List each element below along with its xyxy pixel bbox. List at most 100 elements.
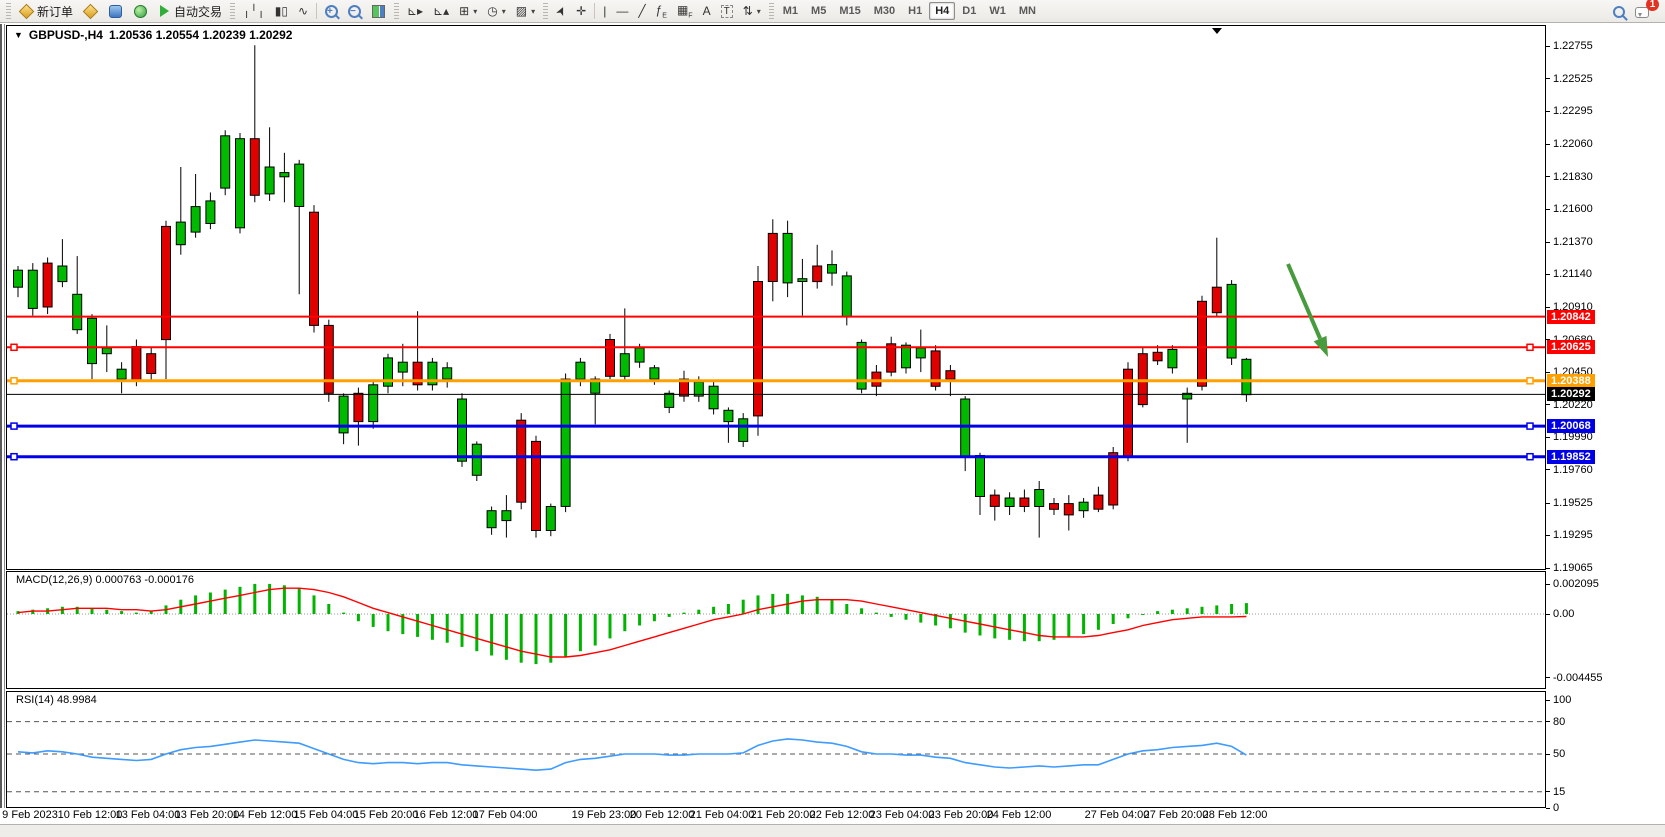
macd-signal-line [17,587,1247,658]
date-tick-label: 10 Feb 12:00 [57,809,123,821]
axis-tick-label: 80 [1546,715,1565,729]
zoom-in-icon: + [325,4,338,18]
arrows-icon: ⇅ [742,4,753,18]
horizontal-levels-layer[interactable] [7,315,1545,461]
main-price-pane[interactable] [6,25,1546,570]
timeframe-button-m30[interactable]: M30 [873,5,896,17]
notifications-button[interactable]: 1 [1630,0,1659,21]
timeframe-group: M1 M5 M15 M30 H1 H4 D1 W1 MN [777,2,1042,20]
toolbar-grip[interactable] [6,3,11,19]
timeframe-button-h1[interactable]: H1 [908,5,923,17]
axis-tick-label: 15 [1546,785,1565,799]
crosshair-icon: ✛ [576,4,587,18]
date-tick-label: 15 Feb 04:00 [293,809,359,821]
date-tick-label: 23 Feb 20:00 [928,809,994,821]
chart-shift-marker[interactable] [1212,28,1222,34]
toolbar-separator [594,3,596,19]
trend-arrow-annotation[interactable] [1286,263,1328,357]
timeframe-button-d1[interactable]: D1 [962,5,977,17]
timeframe-button-w1[interactable]: W1 [989,5,1006,17]
axis-tick-label: 1.19760 [1546,463,1593,477]
axis-tick-label: -0.004455 [1546,671,1603,685]
notification-badge: 1 [1646,0,1659,11]
chart-ohlc-values: 1.20536 1.20554 1.20239 1.20292 [108,28,293,42]
text-icon: A [702,4,711,18]
auto-scroll-button[interactable]: ⊾▸ [402,1,428,21]
text-label-button[interactable]: T [716,1,738,21]
crosshair-button[interactable]: ✛ [571,1,591,21]
timeframe-button-m15[interactable]: M15 [839,5,861,17]
axis-tick-label: 1.21600 [1546,202,1593,216]
toolbar-grip[interactable] [543,3,549,19]
autotrading-label: 自动交易 [174,4,223,19]
chart-shift-icon: ⊾▴ [433,4,450,18]
signals-icon [134,4,148,18]
time-axis[interactable]: 9 Feb 2023 10 Feb 12:00 13 Feb 04:00 13 Feb… [0,808,1546,824]
axis-tick-label: 100 [1546,693,1571,707]
channel-icon: ▦F [676,2,693,20]
chart-title: ▼ GBPUSD-,H4 1.20536 1.20554 1.20239 1.2… [14,28,292,42]
candlestick-chart-button[interactable]: ▮▯ [270,1,293,21]
dropdown-arrow-icon: ▾ [473,6,478,16]
templates-button[interactable]: ▨ ▾ [511,1,540,21]
date-tick-label: 16 Feb 12:00 [413,809,479,821]
text-button[interactable]: A [698,1,716,21]
timeframe-button-h4[interactable]: H4 [929,2,956,20]
window-left-edge [0,24,5,814]
zoom-out-button[interactable]: − [343,1,366,21]
cursor-icon: ➤ [552,3,570,19]
macd-pane[interactable] [6,571,1546,689]
timeframe-button-m1[interactable]: M1 [782,5,799,17]
toolbar-grip[interactable] [230,3,236,19]
window-bottom-strip [0,824,1665,837]
line-chart-button[interactable]: ∿ [293,1,313,21]
vertical-line-button[interactable]: | [598,1,611,21]
timeframe-button-m5[interactable]: M5 [811,5,827,17]
market-button[interactable] [78,1,103,21]
axis-tick-label: 0 [1546,801,1559,815]
fibonacci-button[interactable]: ƒE [651,1,672,21]
price-axis[interactable]: 1.22755 1.22525 1.22295 1.22060 1.21830 1.216… [1546,24,1665,824]
channel-button[interactable]: ▦F [672,1,698,21]
axis-tick-label: 0.00 [1546,607,1574,621]
horizontal-line-button[interactable]: — [611,1,633,21]
arrows-button[interactable]: ⇅ ▾ [738,1,766,21]
rsi-line [17,738,1247,772]
toolbar-grip[interactable] [394,3,399,19]
toolbar-grip[interactable] [768,3,774,19]
toolbar: 新订单 自动交易 ╷╵╷ ▮▯ ∿ + − ⊾▸ ⊾▴ ⊞ ▾ ◷ ▾ ▨ ▾ ➤ ✛… [0,0,1665,23]
trendline-button[interactable]: ╱ [633,1,650,21]
zoom-in-button[interactable]: + [320,1,343,21]
date-tick-label: 21 Feb 20:00 [750,809,816,821]
macd-histogram [16,583,1248,665]
new-order-label: 新订单 [37,4,74,19]
search-button[interactable] [1608,1,1630,21]
periods-button[interactable]: ◷ ▾ [482,1,511,21]
metaeditor-button[interactable] [103,1,128,21]
metaeditor-icon [109,4,123,18]
signals-button[interactable] [128,1,153,21]
toolbar-separator [316,3,317,19]
new-order-icon [18,3,35,19]
date-tick-label: 27 Feb 04:00 [1084,809,1150,821]
clock-icon: ◷ [487,4,498,18]
autotrading-button[interactable]: 自动交易 [153,1,227,21]
price-level-badge: 1.19852 [1547,449,1595,464]
bar-chart-button[interactable]: ╷╵╷ [238,1,270,21]
cursor-button[interactable]: ➤ [551,1,571,21]
new-order-button[interactable]: 新订单 [14,1,78,21]
date-tick-label: 15 Feb 20:00 [353,809,419,821]
indicators-button[interactable]: ⊞ ▾ [454,1,482,21]
tile-windows-button[interactable] [366,1,391,21]
axis-tick-label: 1.21830 [1546,170,1593,184]
bar-chart-icon: ╷╵╷ [243,4,265,18]
date-tick-label: 20 Feb 12:00 [629,809,695,821]
rsi-label: RSI(14) 48.9984 [16,694,97,706]
axis-tick-label: 1.19065 [1546,561,1593,575]
date-tick-label: 14 Feb 12:00 [232,809,298,821]
symbol-dropdown-icon[interactable]: ▼ [14,30,23,40]
rsi-pane[interactable] [6,691,1546,808]
price-level-badge: 1.20292 [1547,387,1595,402]
chart-shift-button[interactable]: ⊾▴ [428,1,454,21]
timeframe-button-mn[interactable]: MN [1018,5,1036,17]
